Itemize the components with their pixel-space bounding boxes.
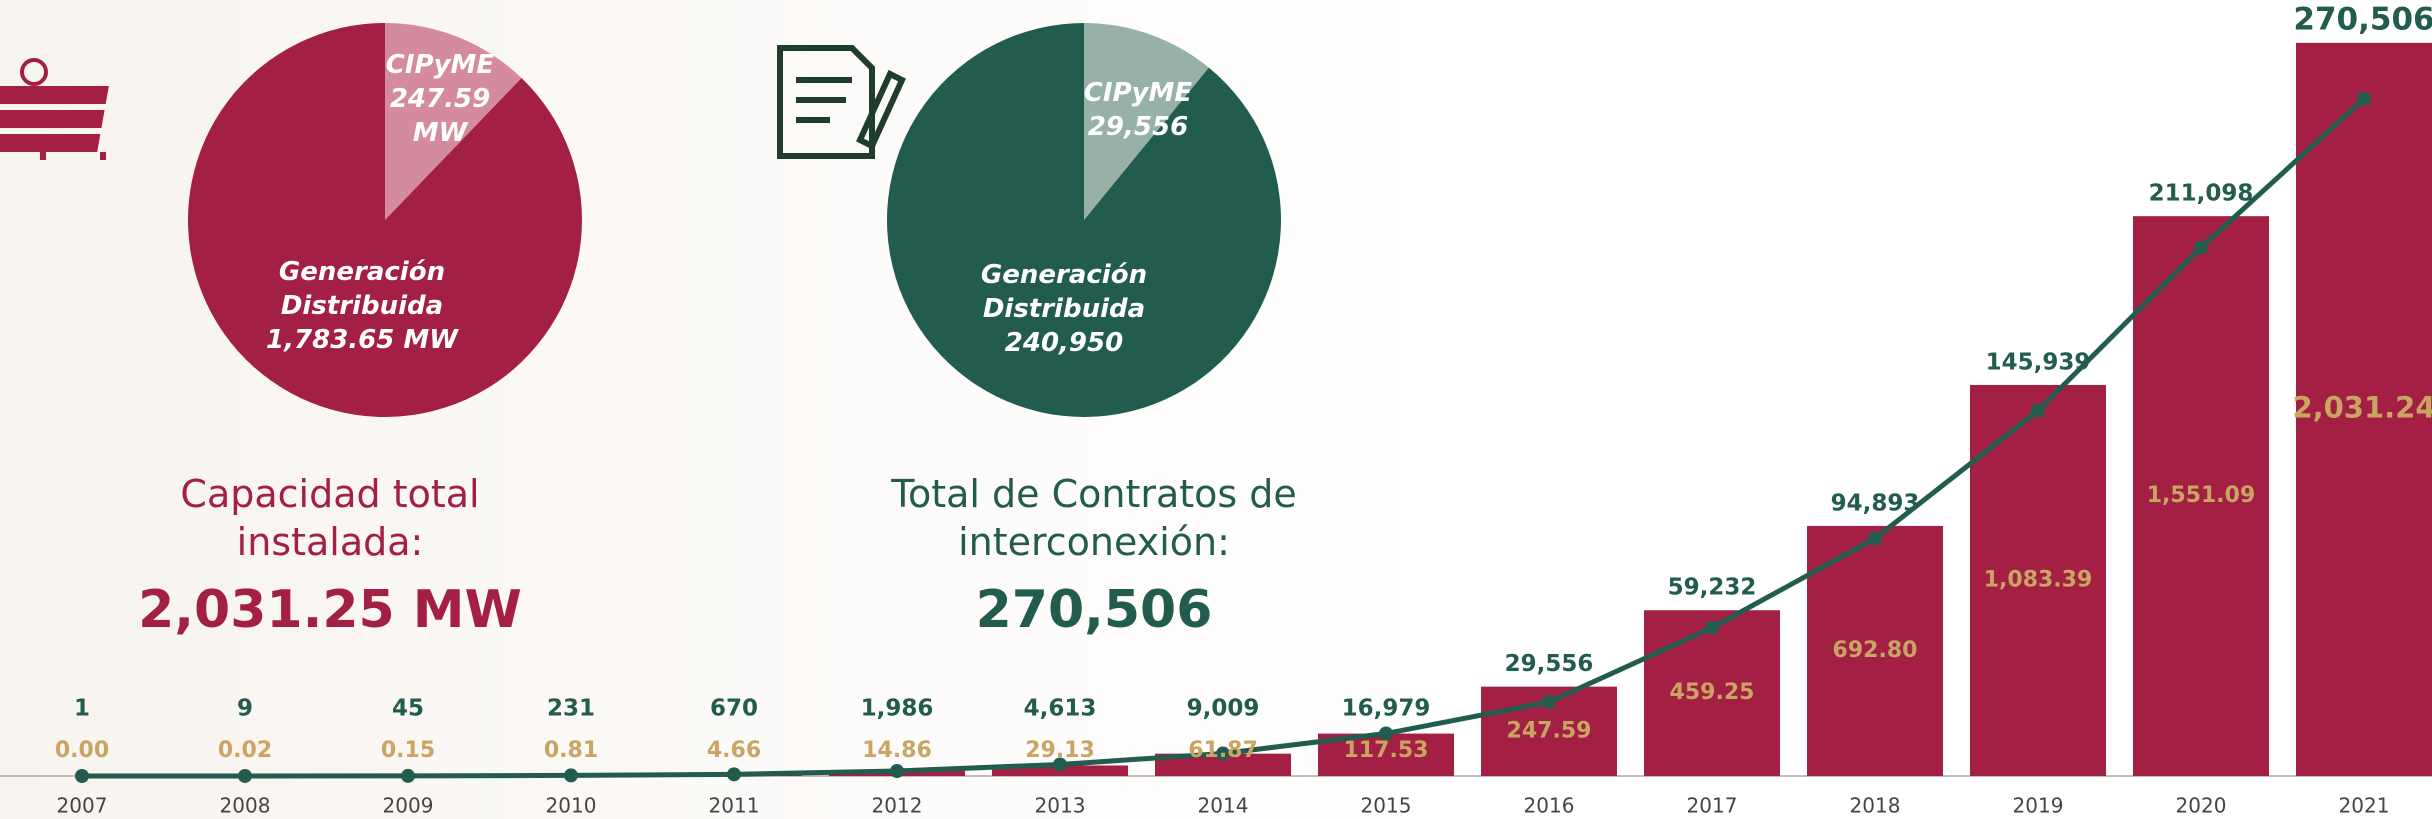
slice-value: 240,950 (1004, 328, 1124, 358)
pie-slice (1084, 23, 1209, 220)
contracts-dot (1053, 757, 1067, 772)
x-tick-label: 2014 (1198, 794, 1249, 818)
contracts-dot (890, 764, 904, 779)
bar (2296, 42, 2432, 776)
document-icon (777, 45, 906, 159)
contracts-label: 94,893 (1831, 490, 1920, 516)
contracts-dot (2194, 240, 2208, 255)
contracts-label: 59,232 (1668, 575, 1757, 601)
contracts-dot (1868, 531, 1882, 546)
bar (1970, 384, 2106, 776)
x-tick-label: 2008 (220, 794, 271, 818)
contracts-label: 45 (392, 696, 424, 722)
slice-value: 1,783.65 MW (266, 325, 458, 355)
contracts-label: 1 (74, 696, 90, 722)
capacity-label: 459.25 (1670, 680, 1755, 705)
solar-icon (0, 58, 109, 160)
total: 270,506 (975, 580, 1213, 640)
slice-value: 29,556 (1087, 112, 1189, 142)
contracts-label: 9 (237, 696, 253, 722)
capacity-label: 0.00 (55, 738, 109, 763)
pie-slice (188, 23, 582, 417)
capacity-label: 0.15 (381, 738, 435, 763)
capacity-label: 117.53 (1344, 738, 1429, 763)
caption: Total de Contratos de interconexión: (891, 472, 1297, 564)
capacity-label: 1,551.09 (2147, 483, 2256, 508)
contracts-label: 9,009 (1187, 696, 1260, 722)
contracts-dot (75, 768, 89, 783)
capacity-label: 2,031.24 (2292, 390, 2432, 424)
slice-name: CIPyME (385, 50, 495, 80)
capacity-label: 29.13 (1025, 738, 1095, 763)
contracts-dot (1542, 695, 1556, 710)
capacity-label: 14.86 (862, 738, 932, 763)
x-tick-label: 2010 (546, 794, 597, 818)
pie-slice (887, 23, 1282, 417)
bar (1644, 610, 1780, 776)
capacity-label: 692.80 (1833, 638, 1918, 663)
capacity-label: 0.81 (544, 738, 598, 763)
contracts-label: 4,613 (1024, 696, 1097, 722)
contracts-label: 145,939 (1986, 349, 2091, 375)
capacity-label: 61.87 (1188, 738, 1258, 763)
x-tick-label: 2019 (2013, 794, 2064, 818)
slice-name: CIPyME (1083, 78, 1193, 108)
x-tick-label: 2016 (1524, 794, 1575, 818)
contracts-dot (1379, 726, 1393, 741)
contracts-dot (564, 768, 578, 783)
contracts-dot (2031, 403, 2045, 418)
x-tick-label: 2018 (1850, 794, 1901, 818)
contracts-label: 1,986 (861, 696, 934, 722)
total: 2,031.25 MW (138, 580, 522, 640)
x-tick-label: 2009 (383, 794, 434, 818)
slice-name: Generación Distribuida (980, 260, 1148, 324)
capacity-label: 4.66 (707, 738, 761, 763)
x-tick-label: 2021 (2339, 794, 2390, 818)
caption: Capacidad total instalada: (180, 472, 480, 564)
x-tick-label: 2012 (872, 794, 923, 818)
contracts-label: 670 (710, 696, 758, 722)
slice-name: Generación Distribuida (278, 257, 446, 321)
capacity-label: 0.02 (218, 738, 272, 763)
capacity-label: 1,083.39 (1984, 567, 2093, 592)
bar (1155, 753, 1291, 776)
contracts-label: 29,556 (1505, 651, 1594, 677)
contracts-label: 211,098 (2149, 181, 2254, 207)
contracts-dot (1705, 620, 1719, 635)
contracts-label: 231 (547, 696, 595, 722)
bar (1807, 525, 1943, 776)
x-tick-label: 2013 (1035, 794, 1086, 818)
contracts-label: 16,979 (1342, 696, 1431, 722)
x-tick-label: 2007 (57, 794, 108, 818)
contracts-dot (401, 768, 415, 783)
contracts-dot (727, 767, 741, 782)
contracts-dot (238, 768, 252, 783)
x-tick-label: 2020 (2176, 794, 2227, 818)
capacity-label: 247.59 (1507, 718, 1592, 743)
bar (2133, 216, 2269, 776)
x-tick-label: 2011 (709, 794, 760, 818)
slice-value: 247.59 MW (389, 84, 491, 148)
x-tick-label: 2015 (1361, 794, 1412, 818)
contracts-label: 270,506 (2293, 1, 2432, 37)
contracts-dot (2357, 91, 2371, 106)
pie-slice (385, 23, 522, 220)
contracts-dot (1216, 746, 1230, 761)
x-tick-label: 2017 (1687, 794, 1738, 818)
